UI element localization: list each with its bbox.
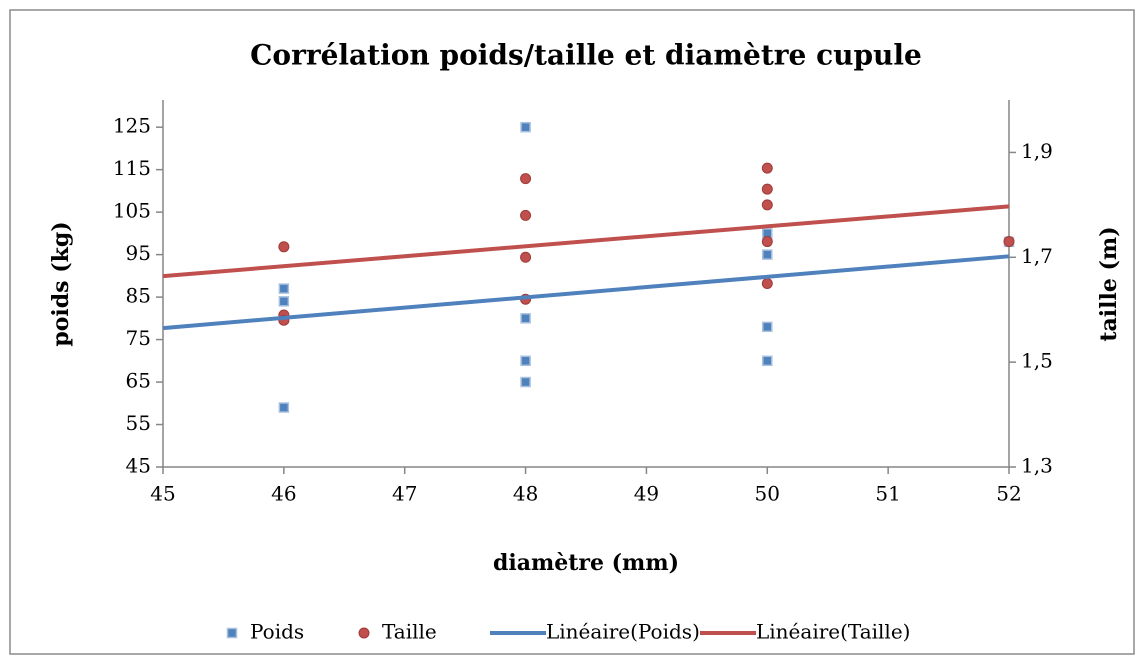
chart-title: Corrélation poids/taille et diamètre cup… [250,39,922,72]
marker [761,183,773,195]
marker [278,283,290,294]
y-tick-label: 95 [126,241,151,265]
y-tick-label: 75 [126,326,151,350]
legend-label: Taille [382,620,437,644]
x-tick-label: 46 [271,482,296,506]
marker [520,313,531,324]
marker [761,236,773,248]
y-axis-label: poids (kg) [48,221,74,346]
x-tick-label: 50 [755,482,780,506]
y2-tick-label: 1,9 [1021,139,1053,163]
marker [762,249,773,260]
marker [761,278,773,289]
marker [520,173,532,185]
marker [520,251,532,263]
legend-label: Poids [250,620,304,644]
x-tick-label: 48 [513,482,538,506]
trend-line [162,204,1010,279]
x-tick-label: 52 [996,482,1021,506]
marker [520,376,531,388]
marker [520,355,531,367]
y2-axis-label: taille (m) [1096,226,1122,341]
trend-line [162,254,1010,331]
legend-label: Linéaire(Poids) [546,620,700,644]
marker [761,162,773,174]
y-tick-label: 85 [126,284,151,308]
y2-tick-label: 1,3 [1021,454,1053,478]
marker [761,199,773,211]
marker [278,402,290,413]
marker [358,627,370,639]
x-tick-label: 49 [634,482,659,506]
y-tick-label: 105 [113,199,151,223]
x-tick-label: 51 [875,482,900,506]
y2-tick-label: 1,7 [1021,244,1053,268]
marker [762,355,773,367]
marker [278,241,290,253]
marker [278,296,290,307]
x-tick-label: 45 [150,482,175,506]
y-tick-label: 125 [113,114,151,138]
marker [226,627,238,639]
marker [520,121,531,133]
x-tick-label: 47 [392,482,417,506]
chart-frame [9,9,1135,655]
marker [762,321,773,333]
y2-tick-label: 1,5 [1021,349,1053,373]
legend-label: Linéaire(Taille) [756,620,910,644]
y-tick-label: 45 [126,454,151,478]
y-tick-label: 65 [126,369,151,393]
x-axis-label: diamètre (mm) [493,550,679,576]
y-tick-label: 115 [113,156,151,180]
marker [520,209,532,221]
y-tick-label: 55 [126,411,151,435]
marker [1003,236,1015,248]
